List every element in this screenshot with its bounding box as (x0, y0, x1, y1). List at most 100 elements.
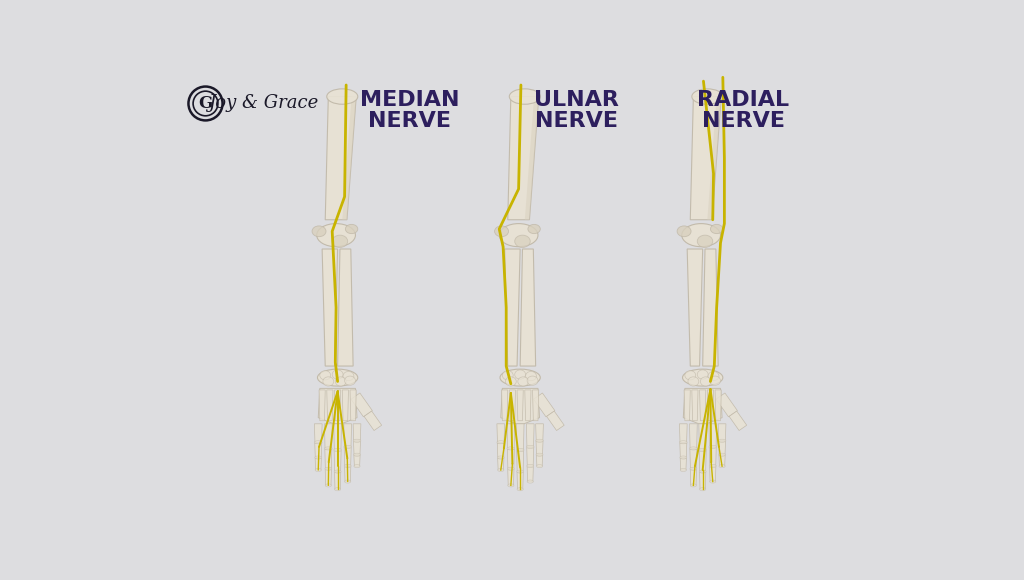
Ellipse shape (518, 377, 528, 386)
Ellipse shape (680, 469, 686, 472)
Polygon shape (680, 443, 687, 458)
Polygon shape (680, 458, 686, 470)
Polygon shape (524, 390, 531, 420)
Ellipse shape (699, 470, 707, 473)
Polygon shape (354, 455, 360, 466)
Ellipse shape (345, 376, 355, 385)
Polygon shape (692, 390, 698, 420)
Polygon shape (526, 424, 535, 447)
Polygon shape (353, 441, 360, 455)
Ellipse shape (497, 441, 505, 444)
Text: RADIAL
NERVE: RADIAL NERVE (697, 90, 790, 131)
Ellipse shape (312, 226, 326, 237)
Polygon shape (508, 470, 514, 485)
Ellipse shape (710, 465, 716, 467)
Ellipse shape (711, 224, 723, 234)
Ellipse shape (345, 224, 357, 234)
Polygon shape (508, 96, 539, 220)
Polygon shape (498, 443, 504, 458)
Polygon shape (689, 424, 697, 448)
Polygon shape (690, 96, 721, 220)
Ellipse shape (495, 226, 509, 237)
Polygon shape (547, 411, 564, 430)
Ellipse shape (709, 445, 717, 448)
Ellipse shape (323, 377, 334, 386)
Ellipse shape (697, 235, 713, 248)
Ellipse shape (353, 439, 360, 443)
Text: ULNAR
NERVE: ULNAR NERVE (534, 90, 618, 131)
Ellipse shape (689, 447, 697, 450)
Polygon shape (326, 470, 332, 485)
Ellipse shape (325, 467, 332, 470)
Ellipse shape (537, 465, 543, 467)
Polygon shape (365, 411, 382, 430)
Polygon shape (338, 249, 353, 366)
Polygon shape (498, 458, 504, 470)
Ellipse shape (507, 447, 515, 450)
Ellipse shape (516, 448, 524, 451)
Polygon shape (345, 467, 351, 481)
Ellipse shape (506, 377, 516, 386)
Ellipse shape (334, 448, 341, 451)
Text: MEDIAN
NERVE: MEDIAN NERVE (360, 90, 460, 131)
Ellipse shape (710, 376, 721, 385)
Polygon shape (702, 249, 718, 366)
Ellipse shape (314, 441, 323, 444)
Ellipse shape (316, 224, 355, 246)
Polygon shape (353, 424, 360, 441)
Ellipse shape (332, 235, 348, 248)
Ellipse shape (503, 371, 513, 380)
Ellipse shape (319, 371, 331, 380)
Polygon shape (716, 393, 737, 417)
Polygon shape (350, 390, 356, 420)
Ellipse shape (326, 484, 332, 487)
Ellipse shape (536, 453, 543, 456)
Ellipse shape (335, 377, 346, 386)
Polygon shape (532, 390, 539, 420)
Polygon shape (344, 448, 351, 466)
Polygon shape (690, 449, 697, 469)
Polygon shape (334, 451, 341, 472)
Ellipse shape (683, 369, 723, 386)
Ellipse shape (682, 224, 721, 246)
Polygon shape (524, 96, 539, 220)
Ellipse shape (697, 370, 709, 379)
Ellipse shape (317, 369, 357, 386)
Ellipse shape (335, 488, 341, 491)
Polygon shape (335, 472, 341, 490)
Polygon shape (315, 458, 322, 470)
Ellipse shape (314, 456, 322, 459)
Ellipse shape (690, 484, 696, 487)
Polygon shape (680, 424, 687, 443)
Polygon shape (501, 389, 540, 424)
Polygon shape (536, 441, 543, 455)
Ellipse shape (525, 371, 537, 380)
Ellipse shape (517, 488, 523, 491)
Ellipse shape (710, 480, 716, 483)
Ellipse shape (344, 445, 351, 448)
Polygon shape (325, 424, 332, 448)
Ellipse shape (685, 371, 695, 380)
Polygon shape (690, 470, 696, 485)
Ellipse shape (700, 377, 712, 386)
Ellipse shape (354, 465, 360, 467)
Text: Joy & Grace: Joy & Grace (209, 95, 318, 113)
Polygon shape (687, 249, 702, 366)
Polygon shape (314, 443, 322, 458)
Ellipse shape (536, 439, 544, 443)
Polygon shape (683, 389, 722, 424)
Ellipse shape (509, 89, 541, 104)
Polygon shape (505, 249, 520, 366)
Polygon shape (708, 96, 721, 220)
Polygon shape (710, 467, 716, 481)
Ellipse shape (498, 469, 504, 472)
Text: G: G (199, 95, 213, 112)
Ellipse shape (526, 465, 534, 467)
Polygon shape (715, 390, 721, 420)
Polygon shape (526, 448, 534, 466)
Polygon shape (718, 424, 726, 441)
Polygon shape (537, 455, 543, 466)
Polygon shape (342, 390, 348, 420)
Polygon shape (351, 393, 373, 417)
Ellipse shape (698, 448, 707, 451)
